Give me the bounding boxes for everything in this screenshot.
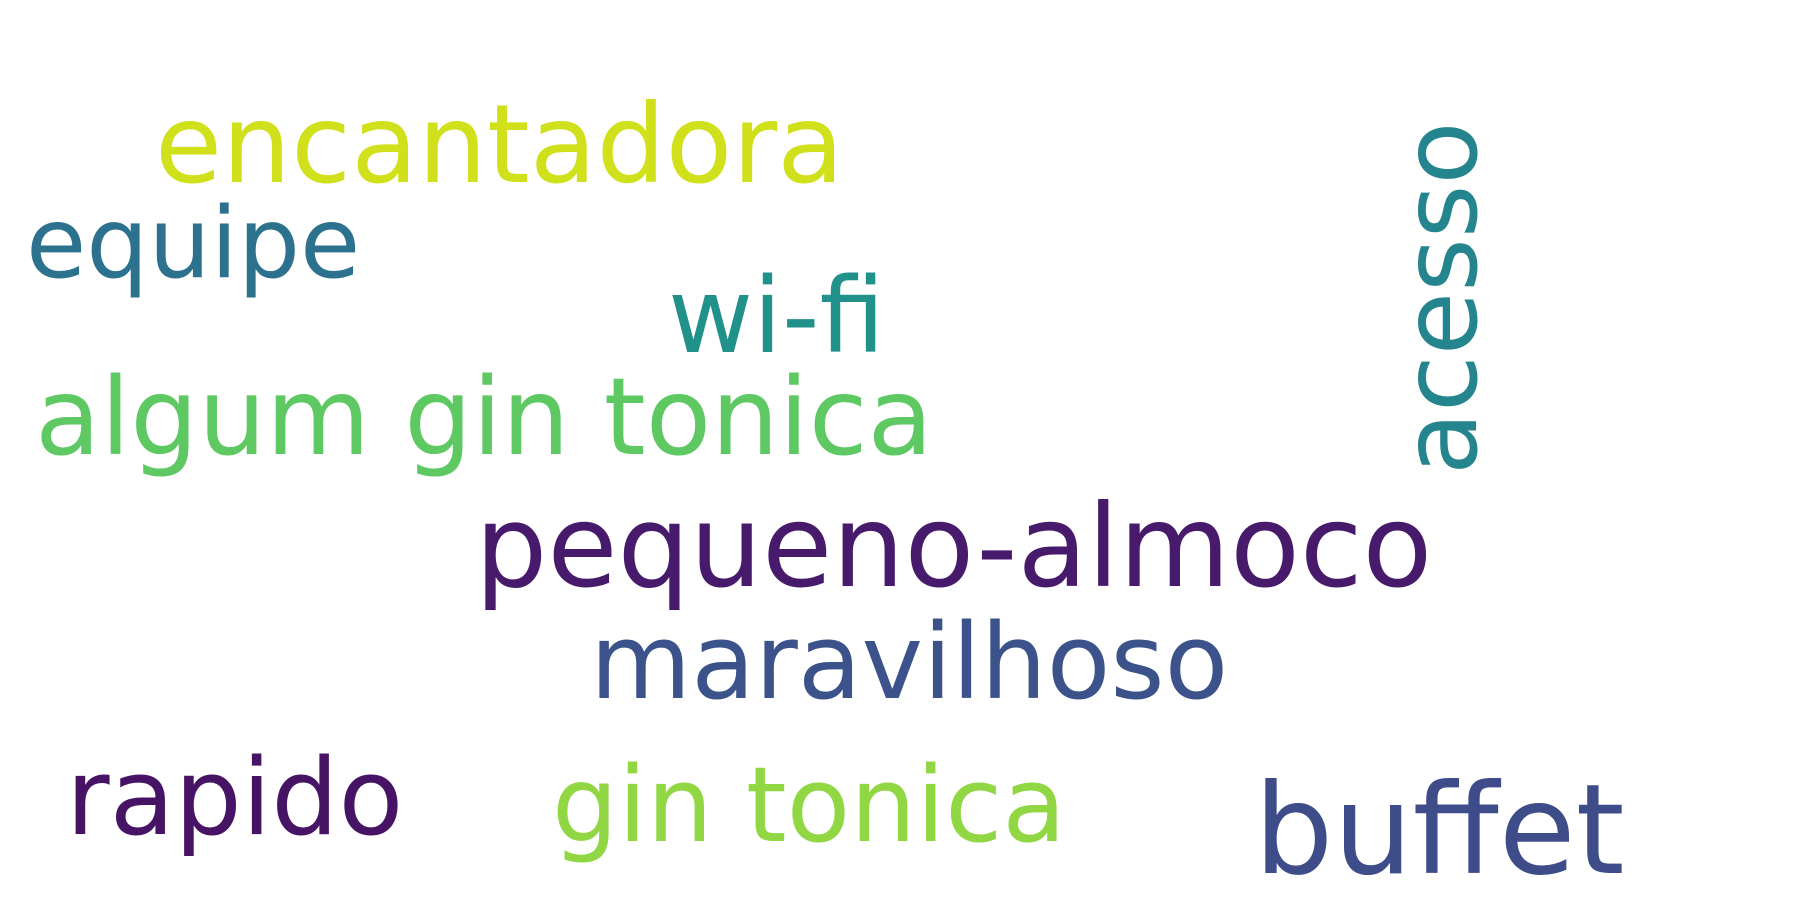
word-pequeno-almoco: pequeno-almoco	[475, 480, 1433, 613]
word-rapido: rapido	[66, 736, 404, 859]
word-acesso: acesso	[1381, 121, 1501, 475]
word-maravilhoso: maravilhoso	[590, 601, 1229, 723]
word-wi-fi: wi-fi	[668, 255, 885, 377]
word-equipe: equipe	[26, 187, 361, 301]
word-buffet: buffet	[1254, 758, 1625, 903]
word-encantadora: encantadora	[155, 81, 844, 208]
word-algum-gin-tonica: algum gin tonica	[35, 356, 934, 480]
word-gin-tonica: gin tonica	[552, 744, 1067, 866]
